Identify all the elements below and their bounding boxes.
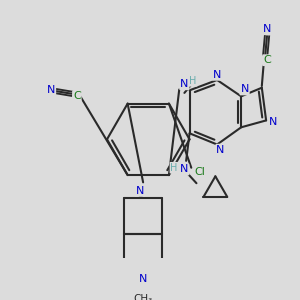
Text: N: N bbox=[139, 274, 147, 284]
Text: N: N bbox=[269, 117, 277, 127]
Text: N: N bbox=[180, 79, 189, 89]
Text: N: N bbox=[180, 164, 189, 174]
Text: H: H bbox=[170, 163, 178, 173]
Text: C: C bbox=[73, 91, 81, 101]
Text: H: H bbox=[189, 76, 197, 86]
Text: CH₃: CH₃ bbox=[134, 294, 153, 300]
Text: N: N bbox=[213, 70, 221, 80]
Text: N: N bbox=[240, 85, 249, 94]
Text: C: C bbox=[263, 55, 271, 65]
Text: N: N bbox=[47, 85, 55, 95]
Text: N: N bbox=[263, 24, 271, 34]
Text: Cl: Cl bbox=[194, 167, 205, 177]
Text: N: N bbox=[216, 145, 225, 155]
Text: N: N bbox=[136, 186, 144, 196]
